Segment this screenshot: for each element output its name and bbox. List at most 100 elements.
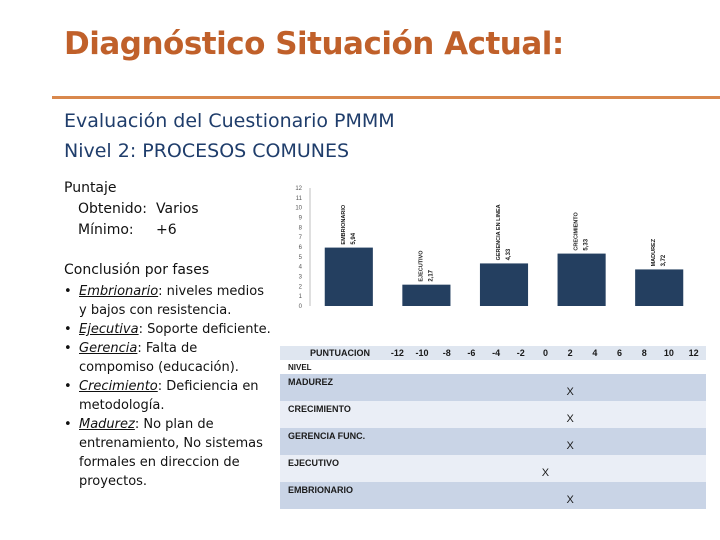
grid-header-label: PUNTUACION <box>280 346 385 360</box>
grid-cell <box>459 455 484 482</box>
category-label: GERENCIA EN LINEA <box>496 204 502 260</box>
value-label: 5,33 <box>584 238 590 250</box>
y-tick-label: 3 <box>299 275 303 281</box>
phase-label: Ejecutiva <box>79 322 139 337</box>
grid-row-label: GERENCIA FUNC. <box>280 428 385 455</box>
phase-label: Embrionario <box>79 284 159 299</box>
y-tick-label: 9 <box>299 216 303 222</box>
grid-cell <box>656 401 682 428</box>
grid-level-filler <box>385 360 706 374</box>
grid-cell <box>681 482 706 509</box>
bar-gerencia-en-linea <box>479 263 529 306</box>
grid-cell <box>582 482 608 509</box>
grid-row: CRECIMIENTO X <box>280 401 706 428</box>
grid-row-label: EJECUTIVO <box>280 455 385 482</box>
phase-item: Gerencia: Falta de compomiso (educación)… <box>64 339 274 377</box>
grid-cell <box>656 482 682 509</box>
phase-item: Embrionario: niveles medios y bajos con … <box>64 282 274 320</box>
grid-column-header: -6 <box>459 346 484 360</box>
grid-column-header: -2 <box>508 346 534 360</box>
grid-column-header: 2 <box>557 346 583 360</box>
grid-cell <box>508 401 534 428</box>
grid-cell <box>385 482 410 509</box>
grid-cell <box>631 401 657 428</box>
score-min-value: +6 <box>156 222 177 238</box>
bar-madurez <box>635 269 684 306</box>
phase-text: : Deficiencia en metodología. <box>79 379 259 413</box>
slide-title: Diagnóstico Situación Actual: <box>64 26 564 62</box>
grid-column-header: -10 <box>409 346 435 360</box>
y-tick-label: 4 <box>299 265 303 271</box>
grid-cell <box>409 482 435 509</box>
phase-text: : niveles medios y bajos con resistencia… <box>79 284 264 318</box>
grid-cell <box>681 374 706 401</box>
y-tick-label: 12 <box>295 186 302 192</box>
grid-cell <box>483 428 509 455</box>
grid-cell <box>656 428 682 455</box>
grid-column-header: 0 <box>533 346 558 360</box>
grid-row: EMBRIONARIO X <box>280 482 706 509</box>
grid-row: GERENCIA FUNC. X <box>280 428 706 455</box>
grid-cell <box>681 428 706 455</box>
phase-text: : No plan de entrenamiento, No sistemas … <box>79 417 263 489</box>
grid-cell <box>631 482 657 509</box>
grid-cell <box>459 374 484 401</box>
grid-cell <box>508 374 534 401</box>
grid-level-row: NIVEL <box>280 360 706 374</box>
grid-cell <box>434 428 460 455</box>
phase-item: Ejecutiva: Soporte deficiente. <box>64 320 274 339</box>
grid-mark: X <box>557 482 583 509</box>
value-label: 5,94 <box>351 232 357 244</box>
phase-item: Madurez: No plan de entrenamiento, No si… <box>64 415 274 491</box>
grid-cell <box>607 401 632 428</box>
bar-crecimiento <box>557 253 606 306</box>
grid-cell <box>607 428 632 455</box>
grid-cell <box>434 482 460 509</box>
grid-mark: X <box>557 401 583 428</box>
grid-cell <box>582 401 608 428</box>
phase-item: Crecimiento: Deficiencia en metodología. <box>64 377 274 415</box>
grid-cell <box>385 455 410 482</box>
grid-mark: X <box>533 455 558 482</box>
grid-cell <box>409 428 435 455</box>
y-tick-label: 10 <box>295 206 302 212</box>
grid-column-header: 4 <box>582 346 608 360</box>
grid-cell <box>533 482 558 509</box>
grid-column-header: 8 <box>631 346 657 360</box>
grid-cell <box>607 374 632 401</box>
grid-cell <box>681 401 706 428</box>
grid-cell <box>434 374 460 401</box>
phase-text: : Falta de compomiso (educación). <box>79 341 239 375</box>
grid-cell <box>483 374 509 401</box>
grid-cell <box>409 374 435 401</box>
grid-cell <box>483 455 509 482</box>
grid-cell <box>508 428 534 455</box>
grid-cell <box>631 455 657 482</box>
category-label: EMBRIONARIO <box>341 204 347 244</box>
y-tick-label: 1 <box>299 294 303 300</box>
grid-body: NIVEL MADUREZ X CRECIMIENTO X GERENCIA FUNC.… <box>280 360 706 509</box>
grid-cell <box>631 428 657 455</box>
score-obtained-value: Varios <box>156 201 199 217</box>
category-label: EJECUTIVO <box>418 250 424 282</box>
grid-column-header: 12 <box>681 346 706 360</box>
grid-cell <box>483 482 509 509</box>
grid-cell <box>533 428 558 455</box>
subtitle-line-1: Evaluación del Cuestionario PMMM <box>64 110 395 132</box>
category-label: MADUREZ <box>651 238 657 266</box>
value-label: 2,17 <box>428 269 434 281</box>
grid-cell <box>607 482 632 509</box>
grid-row-label: EMBRIONARIO <box>280 482 385 509</box>
grid-cell <box>434 401 460 428</box>
phase-label: Crecimiento <box>79 379 158 394</box>
grid-cell <box>409 401 435 428</box>
score-obtained-label: Obtenido: <box>78 201 147 217</box>
bar-chart: 0 1 2 3 4 5 6 7 8 9 10 11 12 EMBRIONARIO 5,94 EJECUTIVO… <box>280 180 700 312</box>
y-tick-label: 7 <box>299 235 303 241</box>
grid-row-label: MADUREZ <box>280 374 385 401</box>
grid-cell <box>607 455 632 482</box>
grid-cell <box>385 401 410 428</box>
y-tick-label: 8 <box>299 225 303 231</box>
grid-cell <box>557 455 583 482</box>
